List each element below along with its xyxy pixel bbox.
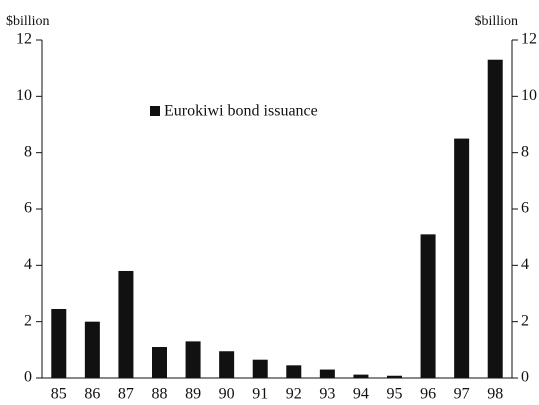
x-tick-label: 97 [454,386,470,403]
y2-tick-label: 0 [521,369,529,386]
y-tick-label: 8 [24,143,32,160]
bar [219,351,235,378]
legend-swatch [150,106,160,116]
x-tick-label: 90 [219,386,235,403]
bar [118,270,134,378]
y-tick-label: 4 [24,256,32,273]
y2-tick-label: 10 [521,87,537,104]
x-tick-label: 85 [51,386,67,403]
y2-tick-label: 8 [521,143,529,160]
bar [51,308,67,378]
y2-tick-label: 2 [521,312,529,329]
x-tick-label: 98 [487,386,503,403]
x-tick-label: 96 [420,386,436,403]
x-tick-label: 93 [319,386,335,403]
y-tick-label: 12 [16,31,32,48]
bar [387,375,402,378]
bar [420,234,436,378]
x-tick-label: 87 [118,386,134,403]
bar [152,347,167,378]
x-tick-label: 91 [252,386,268,403]
y-tick-label: 0 [24,369,32,386]
x-tick-label: 88 [152,386,168,403]
bar [252,359,268,378]
bar [185,341,201,378]
bar [353,374,369,378]
legend-label: Eurokiwi bond issuance [164,103,318,120]
x-tick-label: 95 [387,386,403,403]
bar [286,365,302,378]
bar [454,138,470,378]
bar [84,321,100,378]
y-axis-label: $billion [6,14,50,29]
y-tick-label: 6 [24,200,32,217]
x-tick-label: 94 [353,386,369,403]
x-tick-label: 89 [185,386,201,403]
y2-tick-label: 4 [521,256,529,273]
y2-axis-label: $billion [474,14,518,29]
y2-tick-label: 12 [521,31,537,48]
bar [487,59,503,378]
y-tick-label: 10 [16,87,32,104]
x-tick-label: 92 [286,386,302,403]
y-tick-label: 2 [24,312,32,329]
y2-tick-label: 6 [521,200,529,217]
x-tick-label: 86 [84,386,100,403]
bar [319,369,335,378]
